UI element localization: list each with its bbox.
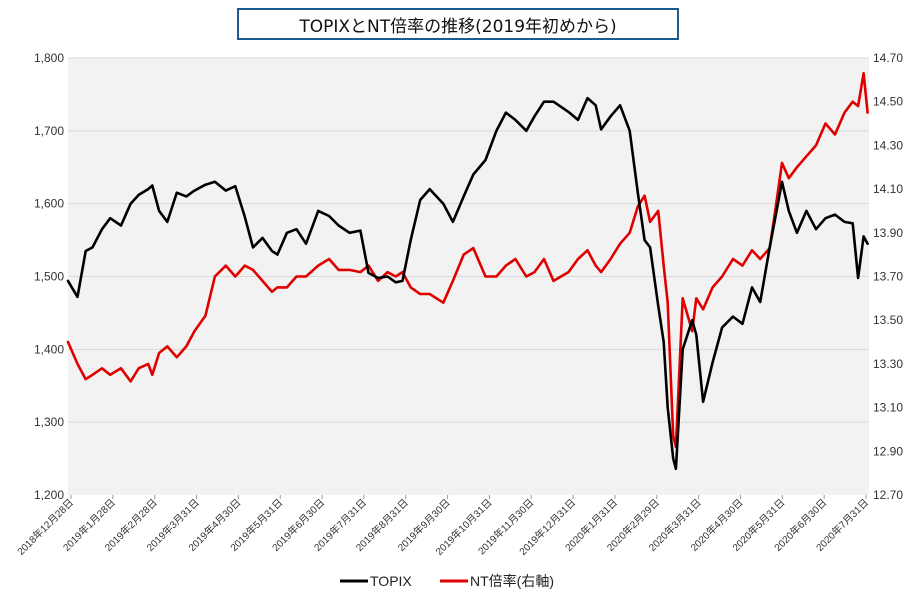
series-line-nt-ratio (66, 72, 869, 449)
y-right-tick-label: 14.70 (873, 51, 903, 65)
y-right-tick-label: 13.70 (873, 270, 903, 284)
gridlines (68, 57, 869, 423)
y-right-tick-label: 13.90 (873, 226, 903, 240)
y-right-axis: 12.70 12.90 13.10 13.30 13.50 13.70 13.90 14.10… (873, 51, 903, 502)
y-right-tick-label: 13.50 (873, 313, 903, 327)
y-left-tick-label: 1,500 (34, 270, 64, 284)
x-axis: 2018年12月28日2019年1月28日2019年2月28日2019年3月31… (14, 495, 871, 558)
y-right-tick-label: 13.10 (873, 401, 903, 415)
legend: TOPIX NT倍率(右軸) (340, 573, 554, 589)
y-left-tick-label: 1,800 (34, 51, 64, 65)
y-left-tick-label: 1,200 (34, 488, 64, 502)
y-right-tick-label: 14.50 (873, 95, 903, 109)
y-right-tick-label: 14.30 (873, 138, 903, 152)
y-right-tick-label: 14.10 (873, 182, 903, 196)
series-layer (66, 72, 869, 471)
y-right-tick-label: 13.30 (873, 357, 903, 371)
legend-item-topix-label: TOPIX (370, 573, 412, 589)
legend-item-nt-ratio-label: NT倍率(右軸) (470, 573, 554, 589)
y-right-tick-label: 12.90 (873, 444, 903, 458)
y-left-tick-label: 1,700 (34, 124, 64, 138)
chart-title: TOPIXとNT倍率の推移(2019年初めから) (237, 8, 679, 40)
y-left-tick-label: 1,600 (34, 197, 64, 211)
y-left-tick-label: 1,300 (34, 415, 64, 429)
y-left-tick-label: 1,400 (34, 342, 64, 356)
series-line-topix (66, 96, 869, 471)
y-left-axis: 1,200 1,300 1,400 1,500 1,600 1,700 1,800 (34, 51, 64, 502)
y-right-tick-label: 12.70 (873, 488, 903, 502)
